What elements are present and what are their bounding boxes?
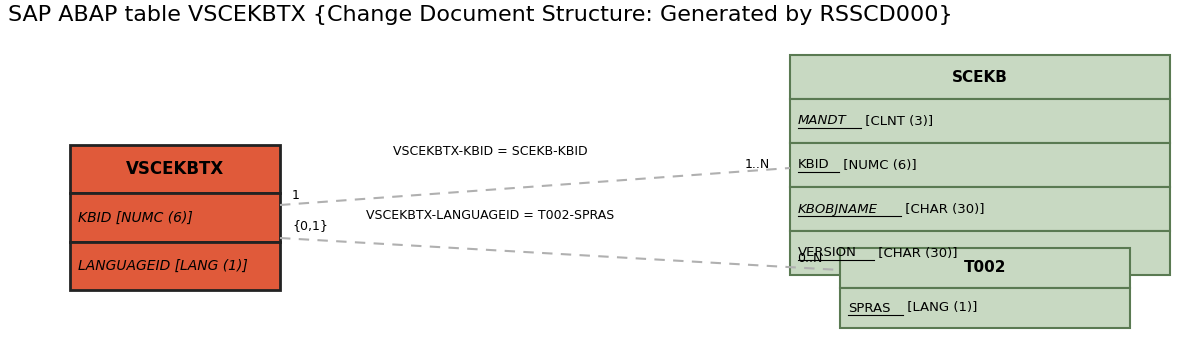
FancyBboxPatch shape — [840, 248, 1130, 288]
FancyBboxPatch shape — [791, 99, 1170, 143]
Text: MANDT: MANDT — [798, 115, 847, 127]
Text: 1: 1 — [292, 189, 300, 202]
Text: SCEKB: SCEKB — [952, 70, 1008, 84]
FancyBboxPatch shape — [840, 288, 1130, 328]
FancyBboxPatch shape — [71, 242, 280, 290]
Text: SPRAS: SPRAS — [848, 301, 891, 314]
FancyBboxPatch shape — [71, 145, 280, 193]
Text: T002: T002 — [964, 261, 1006, 275]
Text: VSCEKBTX-LANGUAGEID = T002-SPRAS: VSCEKBTX-LANGUAGEID = T002-SPRAS — [366, 209, 614, 222]
Text: KBOBJNAME: KBOBJNAME — [798, 202, 878, 216]
Text: KBID [NUMC (6)]: KBID [NUMC (6)] — [78, 211, 193, 224]
FancyBboxPatch shape — [71, 193, 280, 242]
FancyBboxPatch shape — [791, 187, 1170, 231]
Text: [CHAR (30)]: [CHAR (30)] — [902, 202, 984, 216]
Text: SAP ABAP table VSCEKBTX {Change Document Structure: Generated by RSSCD000}: SAP ABAP table VSCEKBTX {Change Document… — [8, 5, 953, 25]
FancyBboxPatch shape — [791, 231, 1170, 275]
Text: [NUMC (6)]: [NUMC (6)] — [838, 159, 916, 171]
Text: KBID: KBID — [798, 159, 830, 171]
Text: 1..N: 1..N — [745, 158, 770, 171]
Text: [CLNT (3)]: [CLNT (3)] — [861, 115, 933, 127]
Text: VSCEKBTX: VSCEKBTX — [126, 160, 224, 178]
Text: {0,1}: {0,1} — [292, 219, 328, 232]
Text: VERSION: VERSION — [798, 246, 856, 260]
Text: [LANG (1)]: [LANG (1)] — [903, 301, 977, 314]
Text: 0..N: 0..N — [797, 252, 822, 265]
Text: [CHAR (30)]: [CHAR (30)] — [874, 246, 958, 260]
FancyBboxPatch shape — [791, 143, 1170, 187]
Text: LANGUAGEID [LANG (1)]: LANGUAGEID [LANG (1)] — [78, 259, 248, 273]
FancyBboxPatch shape — [791, 55, 1170, 99]
Text: VSCEKBTX-KBID = SCEKB-KBID: VSCEKBTX-KBID = SCEKB-KBID — [392, 145, 587, 158]
